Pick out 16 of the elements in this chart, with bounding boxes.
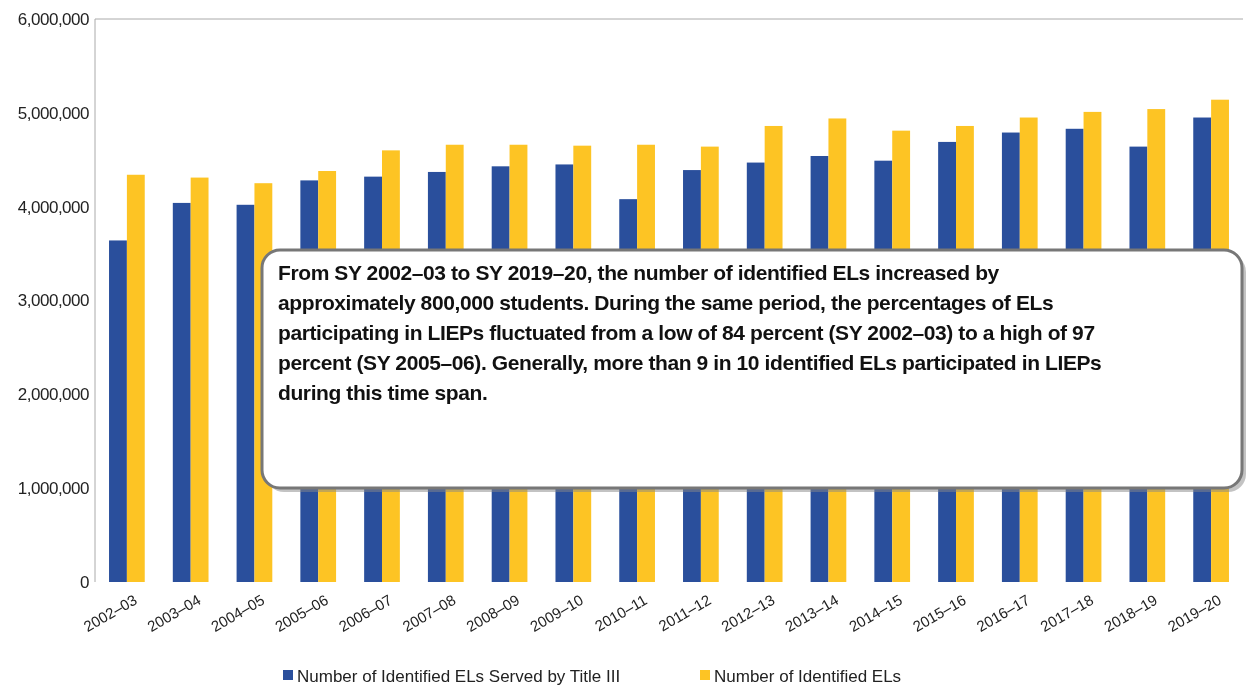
bar [109, 240, 127, 582]
y-tick-label: 4,000,000 [17, 197, 90, 217]
legend-label: Number of Identified ELs Served by Title III [297, 666, 621, 686]
annotation: From SY 2002–03 to SY 2019–20, the number of identified ELs increased by approximately 800,000 students. During the same period, the percentages of ELs participating in LIEPs fluctuated from a low of 84 percent (SY 2002–03) to a high of 97 percent (SY 2005–06). Generally, more than 9 in 10 identified ELs participated in LIEPs during this time span. [278, 260, 1103, 406]
bar [172, 202, 191, 582]
bar [236, 204, 255, 582]
y-tick-label: 0 [80, 572, 90, 592]
callout-box: From SY 2002–03 to SY 2019–20, the number of identified ELs increased by approximately 800,000 students. During the same period, the percentages of ELs participating in LIEPs fluctuated from a low of 84 percent (SY 2002–03) to a high of 97 percent (SY 2005–06). Generally, more than 9 in 10 identified ELs participated in LIEPs during this time span. [260, 248, 1246, 492]
bar [190, 177, 209, 582]
legend-label: Number of Identified ELs [714, 666, 902, 686]
bar [126, 174, 145, 582]
y-tick-label: 5,000,000 [17, 103, 90, 123]
y-tick-label: 6,000,000 [17, 9, 90, 29]
y-tick-label: 2,000,000 [17, 385, 90, 405]
y-tick-label: 1,000,000 [17, 479, 90, 499]
y-tick-label: 3,000,000 [17, 291, 90, 311]
